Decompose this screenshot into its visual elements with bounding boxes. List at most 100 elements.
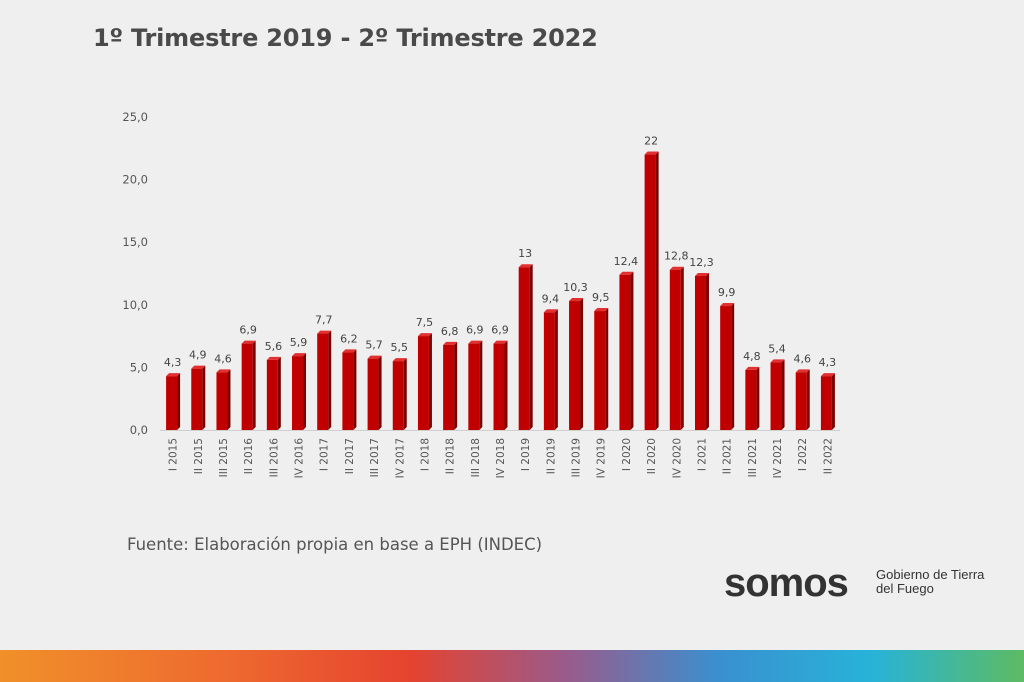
bar: [317, 333, 329, 430]
data-label: 6,9: [466, 324, 484, 337]
data-label: 7,5: [416, 316, 434, 329]
data-label: 6,2: [340, 332, 358, 345]
bar-top: [191, 365, 206, 369]
x-tick-label: IV 2018: [495, 438, 507, 478]
source-note: Fuente: Elaboración propia en base a EPH…: [127, 535, 543, 554]
data-label: 4,3: [164, 356, 182, 369]
bar: [367, 358, 379, 430]
x-tick-label: II 2021: [722, 438, 734, 474]
bar-side: [831, 373, 835, 430]
bar: [191, 368, 203, 430]
bar-top: [266, 356, 281, 360]
y-tick-label: 15,0: [122, 235, 148, 249]
bar-side: [177, 373, 181, 430]
bar-top: [820, 373, 835, 377]
bar-side: [705, 273, 709, 430]
bar-side: [655, 151, 659, 430]
data-label: 7,7: [315, 314, 333, 327]
data-label: 12,3: [689, 256, 714, 269]
bar-top: [493, 340, 508, 344]
bar: [342, 352, 354, 430]
data-label: 9,9: [718, 286, 736, 299]
data-label: 5,7: [365, 339, 383, 352]
bar-top: [594, 308, 609, 312]
bar-top: [543, 309, 558, 313]
data-label: 4,3: [819, 356, 837, 369]
color-stripe: [0, 650, 1024, 682]
data-label: 12,8: [664, 250, 689, 263]
y-axis: 0,0 5,0 10,0 15,0 20,0 25,0: [122, 110, 840, 437]
data-label: 5,9: [290, 336, 308, 349]
bar: [216, 372, 228, 430]
chart-title: 1º Trimestre 2019 - 2º Trimestre 2022: [93, 24, 598, 52]
x-tick-label: III 2016: [268, 438, 280, 478]
logo-subtitle: Gobierno de Tierra del Fuego: [876, 567, 985, 596]
bar-top: [166, 373, 181, 377]
bar: [720, 306, 732, 430]
bar: [644, 154, 656, 430]
data-label: 6,9: [491, 324, 509, 337]
bar-top: [795, 369, 810, 373]
x-tick-label: I 2017: [319, 438, 331, 471]
bar-side: [378, 355, 382, 430]
x-tick-label: II 2017: [344, 438, 356, 474]
bar-top: [569, 298, 584, 302]
bar-top: [367, 355, 382, 359]
bar: [166, 376, 178, 430]
x-tick-label: II 2022: [822, 438, 834, 474]
bar: [745, 369, 757, 430]
bar-top: [392, 358, 407, 362]
bars-group: 4,3 4,9 4,6 6,9 5,6 5,9 7,7 6,2 5,7 5,5 7,5 6,8 6,9 6…: [164, 135, 836, 430]
bar-side: [277, 356, 281, 430]
bar-side: [781, 359, 785, 430]
bar-top: [745, 366, 760, 370]
x-tick-label: IV 2020: [671, 438, 683, 478]
bar-side: [806, 369, 810, 430]
y-tick-label: 10,0: [122, 298, 148, 312]
bar-side: [630, 271, 634, 430]
bar: [594, 311, 606, 430]
bar-side: [529, 264, 533, 430]
bar: [417, 336, 429, 430]
bar-top: [417, 333, 432, 337]
data-label: 12,4: [614, 255, 639, 268]
bar: [392, 361, 404, 430]
x-tick-label: I 2019: [520, 438, 532, 471]
bar-side: [731, 303, 735, 430]
bar: [543, 312, 555, 430]
bar-side: [454, 341, 458, 430]
data-label: 5,6: [265, 340, 283, 353]
bar-side: [680, 266, 684, 430]
bar-side: [756, 366, 760, 430]
x-tick-label: IV 2019: [596, 438, 608, 478]
x-tick-label: I 2022: [797, 438, 809, 471]
bar-top: [292, 353, 307, 357]
bar-side: [252, 340, 256, 430]
bar-top: [518, 264, 533, 268]
bar-side: [227, 369, 231, 430]
bar-side: [504, 340, 508, 430]
x-tick-label: II 2019: [545, 438, 557, 474]
bar-side: [328, 330, 332, 430]
data-label: 4,9: [189, 349, 207, 362]
bar-top: [317, 330, 332, 334]
bar-side: [428, 333, 432, 430]
bar: [468, 343, 480, 430]
x-tick-label: III 2017: [369, 438, 381, 477]
x-tick-label: I 2018: [419, 438, 431, 471]
x-tick-label: II 2015: [193, 438, 205, 474]
bar: [241, 343, 253, 430]
data-label: 13: [518, 247, 532, 260]
bar: [518, 267, 530, 430]
bar-top: [669, 266, 684, 270]
bar: [493, 343, 505, 430]
bar: [820, 376, 832, 430]
y-tick-label: 0,0: [130, 423, 148, 437]
data-label: 22: [644, 135, 658, 148]
x-tick-label: IV 2016: [294, 438, 306, 479]
bar-top: [619, 271, 634, 275]
data-label: 9,4: [542, 292, 560, 305]
bar-side: [353, 349, 357, 430]
x-tick-label: II 2016: [243, 438, 255, 475]
x-tick-label: III 2018: [470, 438, 482, 477]
